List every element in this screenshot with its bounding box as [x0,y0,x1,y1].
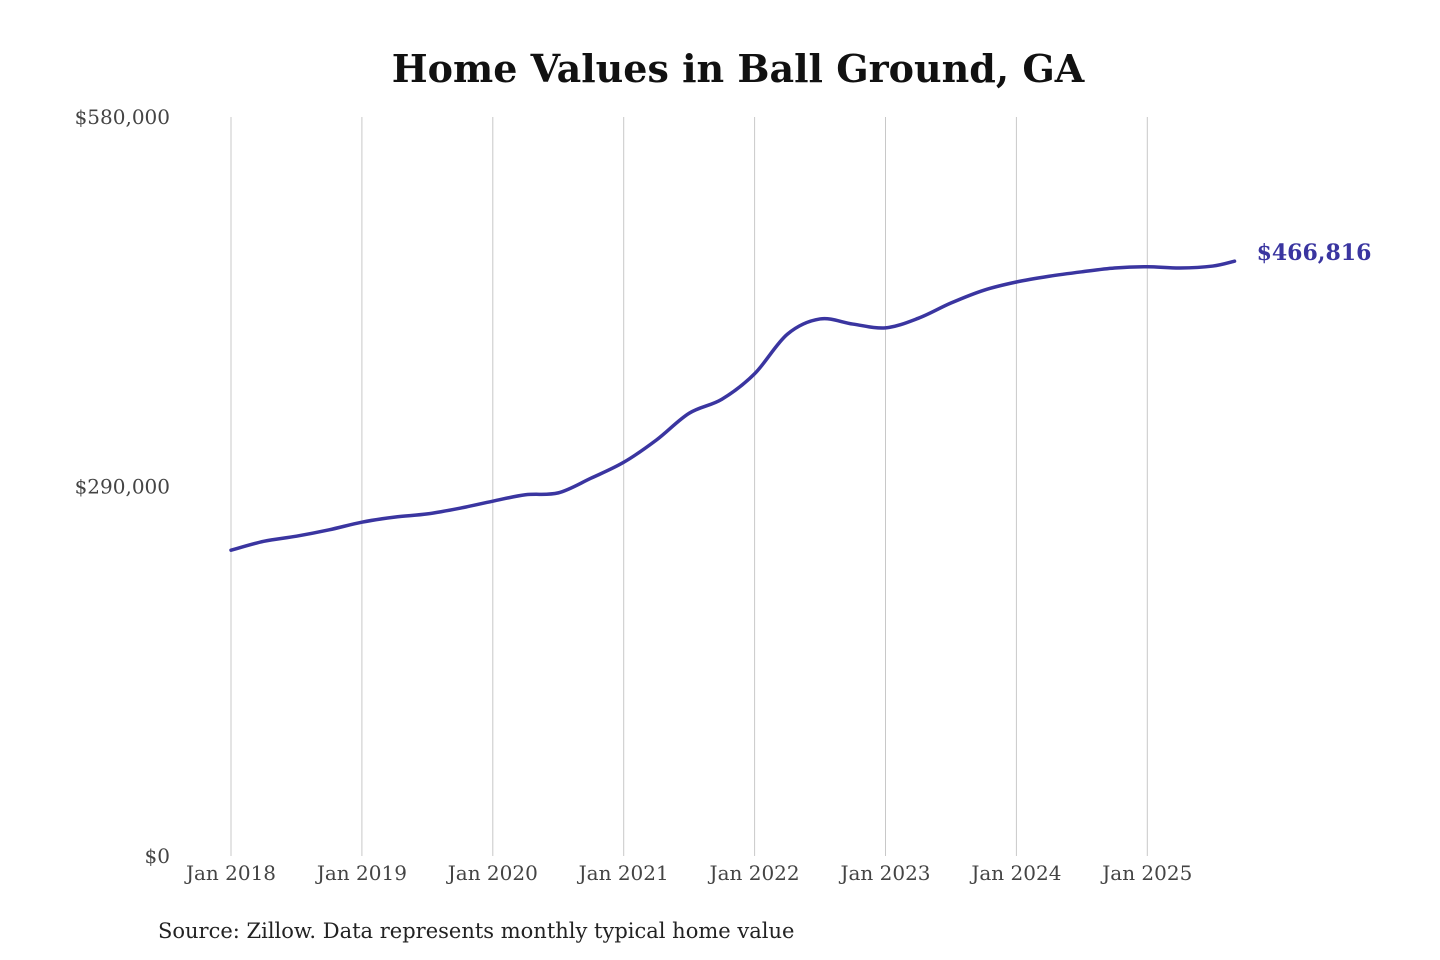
x-axis: Jan 2018 Jan 2019 Jan 2020 Jan 2021 Jan 2022… [184,861,1192,885]
series-line [229,259,1237,552]
x-tick-label: Jan 2025 [1100,861,1192,885]
x-tick-label: Jan 2021 [577,861,669,885]
x-tick-label: Jan 2024 [969,861,1061,885]
x-tick-label: Jan 2023 [838,861,930,885]
y-tick-label: $290,000 [75,475,170,499]
x-tick-label: Jan 2018 [184,861,276,885]
chart-title: Home Values in Ball Ground, GA [392,46,1085,91]
y-tick-label: $580,000 [75,105,170,129]
x-tick-label: Jan 2020 [446,861,538,885]
gridlines [230,117,1148,856]
source-note: Source: Zillow. Data represents monthly … [158,919,794,943]
x-tick-label: Jan 2022 [708,861,800,885]
end-value-label: $466,816 [1257,240,1372,266]
y-axis: $0 $290,000 $580,000 [75,105,170,868]
y-tick-label: $0 [145,844,170,868]
x-tick-label: Jan 2019 [315,861,407,885]
